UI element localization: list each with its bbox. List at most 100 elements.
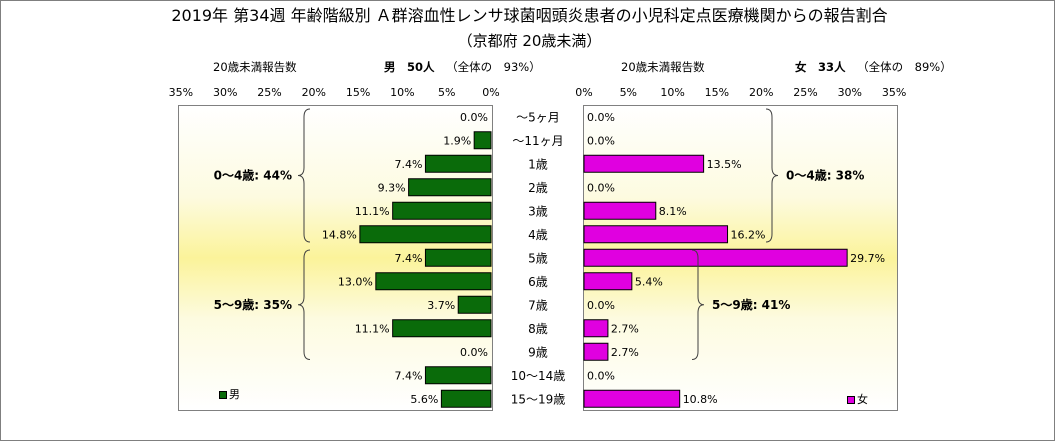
male-value-label: 5.6% <box>410 393 438 406</box>
female-value-label: 5.4% <box>635 275 663 288</box>
female-legend-label: 女 <box>857 393 868 406</box>
male-value-label: 11.1% <box>355 205 390 218</box>
age-category-label: 1歳 <box>528 157 548 171</box>
male-value-label: 14.8% <box>322 228 357 241</box>
male-axis-label: 20歳未満報告数 <box>213 60 297 74</box>
male-tick-label: 0% <box>482 86 499 99</box>
female-value-label: 10.8% <box>683 393 718 406</box>
female-value-label: 16.2% <box>731 228 766 241</box>
female-count-label: 女 33人 <box>795 60 846 74</box>
male-tick-label: 10% <box>390 86 414 99</box>
female-value-label: 0.0% <box>587 299 615 312</box>
male-value-label: 11.1% <box>355 322 390 335</box>
male-bar <box>375 272 492 291</box>
age-category-label: 5歳 <box>528 251 548 265</box>
male-bar <box>408 178 492 197</box>
age-category-label: 3歳 <box>528 204 548 218</box>
male-group-brace <box>297 108 311 243</box>
male-group-brace <box>297 249 311 360</box>
male-bar <box>473 131 492 150</box>
male-bar <box>392 201 492 220</box>
female-bar <box>583 201 657 220</box>
female-bar <box>583 389 681 408</box>
age-category-label: 15～19歳 <box>511 392 566 406</box>
male-value-label: 7.4% <box>394 252 422 265</box>
male-value-label: 0.0% <box>460 111 488 124</box>
age-category-label: 4歳 <box>528 228 548 242</box>
female-bar <box>583 225 729 244</box>
female-value-label: 0.0% <box>587 181 615 194</box>
female-bar <box>583 319 609 338</box>
female-share-label: （全体の 89%） <box>857 60 952 74</box>
female-tick-label: 0% <box>575 86 592 99</box>
male-tick-label: 30% <box>213 86 237 99</box>
male-legend: 男 <box>219 388 240 401</box>
female-tick-label: 10% <box>660 86 684 99</box>
female-tick-label: 20% <box>749 86 773 99</box>
male-tick-label: 35% <box>169 86 193 99</box>
age-category-label: ～11ヶ月 <box>512 134 563 148</box>
male-value-label: 7.4% <box>394 158 422 171</box>
male-bar <box>392 319 492 338</box>
female-bar <box>583 154 705 173</box>
male-count-label: 男 50人 <box>384 60 435 74</box>
male-value-label: 1.9% <box>443 134 471 147</box>
male-tick-label: 15% <box>346 86 370 99</box>
female-axis-label: 20歳未満報告数 <box>621 60 705 74</box>
male-bar <box>424 154 492 173</box>
chart-title: 2019年 第34週 年齢階級別 Ａ群溶血性レンサ球菌咽頭炎患者の小児科定点医療… <box>171 6 888 25</box>
male-group-label: 5～9歳: 35% <box>214 297 292 312</box>
male-legend-label: 男 <box>229 388 240 401</box>
female-value-label: 2.7% <box>611 322 639 335</box>
male-value-label: 9.3% <box>378 181 406 194</box>
female-bar <box>583 248 848 267</box>
female-tick-label: 35% <box>882 86 906 99</box>
male-bar <box>424 366 492 385</box>
female-header: 女 33人 （全体の 89%） <box>795 60 952 74</box>
female-value-label: 0.0% <box>587 134 615 147</box>
male-legend-swatch <box>219 390 227 399</box>
male-share-label: （全体の 93%） <box>446 60 541 74</box>
female-value-label: 2.7% <box>611 346 639 359</box>
female-group-label: 5～9歳: 41% <box>712 297 790 312</box>
age-category-label: 2歳 <box>528 181 548 195</box>
female-tick-label: 15% <box>705 86 729 99</box>
female-legend: 女 <box>847 393 868 406</box>
age-category-label: ～5ヶ月 <box>516 110 560 124</box>
age-category-label: 7歳 <box>528 298 548 312</box>
male-value-label: 3.7% <box>427 299 455 312</box>
male-bar <box>424 248 492 267</box>
male-tick-label: 25% <box>257 86 281 99</box>
male-group-label: 0～4歳: 44% <box>214 168 292 183</box>
female-tick-label: 30% <box>838 86 862 99</box>
male-header: 男 50人 （全体の 93%） <box>384 60 541 74</box>
male-value-label: 13.0% <box>338 275 373 288</box>
age-category-label: 6歳 <box>528 275 548 289</box>
chart-subtitle: （京都府 20歳未満） <box>457 32 602 50</box>
female-group-label: 0～4歳: 38% <box>786 168 864 183</box>
female-tick-label: 25% <box>793 86 817 99</box>
age-category-label: 10～14歳 <box>511 369 566 383</box>
female-group-brace <box>691 249 705 360</box>
female-group-brace <box>765 108 779 243</box>
female-bar <box>583 272 633 291</box>
female-value-label: 13.5% <box>707 158 742 171</box>
female-bar <box>583 342 609 361</box>
female-value-label: 0.0% <box>587 111 615 124</box>
female-value-label: 29.7% <box>850 252 885 265</box>
male-value-label: 0.0% <box>460 346 488 359</box>
female-value-label: 8.1% <box>659 205 687 218</box>
male-tick-label: 20% <box>302 86 326 99</box>
age-category-label: 8歳 <box>528 322 548 336</box>
female-value-label: 0.0% <box>587 369 615 382</box>
female-legend-swatch <box>847 395 855 404</box>
female-tick-label: 5% <box>620 86 637 99</box>
male-value-label: 7.4% <box>394 369 422 382</box>
age-category-label: 9歳 <box>528 345 548 359</box>
male-bar <box>440 389 492 408</box>
male-bar <box>457 295 492 314</box>
male-tick-label: 5% <box>438 86 455 99</box>
